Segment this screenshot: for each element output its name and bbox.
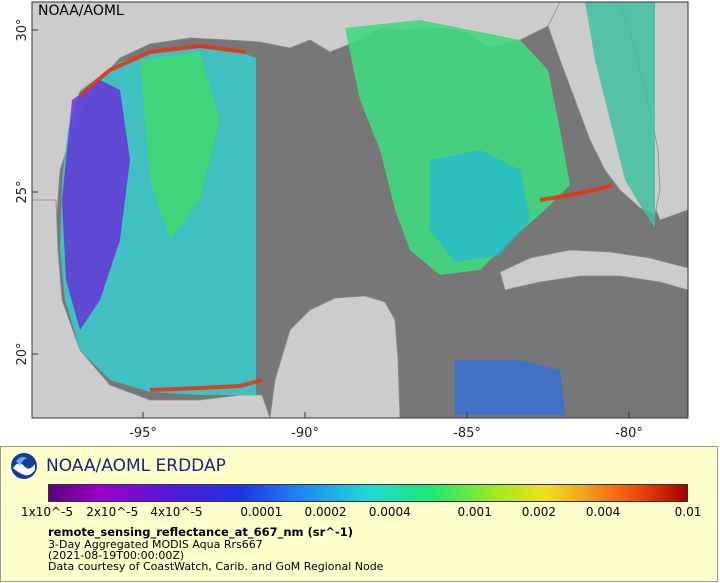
map-panel: 30° 25° 20° -95° -90° -85° -80° NOAA/AOML — [0, 0, 720, 445]
data-swath-atlantic — [585, 2, 655, 228]
land-cuba — [499, 249, 688, 291]
y-axis: 30° 25° 20° — [15, 18, 38, 366]
map-attribution: NOAA/AOML — [38, 3, 124, 19]
variable-name: remote_sensing_reflectance_at_667_nm (sr… — [48, 525, 353, 539]
colorbar-tick-label: 0.0001 — [240, 505, 283, 519]
map-canvas[interactable]: 30° 25° 20° -95° -90° -85° -80° — [0, 0, 720, 445]
data-coast-red-west — [78, 43, 246, 97]
timestamp: (2021-08-19T00:00:00Z) — [48, 549, 185, 562]
data-swath-west-purple — [62, 80, 130, 330]
data-coast-red-south — [149, 378, 263, 392]
data-swath-east-cyan — [430, 150, 530, 262]
colorbar — [48, 484, 688, 502]
colorbar-tick-label: 0.001 — [457, 505, 492, 519]
colorbar-tick-label: 0.01 — [674, 505, 702, 519]
colorbar-tick-label: 0.002 — [521, 505, 557, 519]
x-tick-label: -95° — [129, 426, 157, 441]
colorbar-tick-label: 2x10^-5 — [86, 505, 139, 519]
dataset-description: 3-Day Aggregated MODIS Aqua Rrs667 — [48, 538, 263, 551]
colorbar-tick-label: 4x10^-5 — [150, 505, 203, 519]
x-axis: -95° -90° -85° -80° — [129, 412, 643, 441]
x-tick-label: -90° — [291, 426, 319, 441]
colorbar-tick-label: 1x10^-5 — [21, 505, 74, 519]
noaa-logo — [11, 453, 37, 479]
x-tick-label: -85° — [453, 426, 481, 441]
data-swath-caribbean — [455, 360, 565, 415]
y-tick-label: 25° — [15, 180, 30, 203]
colorbar-tick-label: 0.0004 — [368, 505, 411, 519]
map-frame — [31, 1, 689, 419]
y-tick-label: 20° — [15, 342, 30, 365]
legend-panel — [0, 446, 718, 582]
land-mexico — [32, 199, 271, 418]
data-coast-red-florida — [539, 183, 613, 202]
y-tick-label: 30° — [15, 18, 30, 41]
data-swath-west-green — [140, 52, 220, 240]
land-yucatan — [269, 295, 401, 418]
x-tick-label: -80° — [615, 426, 643, 441]
colorbar-tick-label: 0.0002 — [304, 505, 347, 519]
colorbar-tick-label: 0.004 — [585, 505, 621, 519]
legend-title: NOAA/AOML ERDDAP — [46, 456, 226, 476]
data-credit: Data courtesy of CoastWatch, Carib. and … — [48, 560, 384, 573]
